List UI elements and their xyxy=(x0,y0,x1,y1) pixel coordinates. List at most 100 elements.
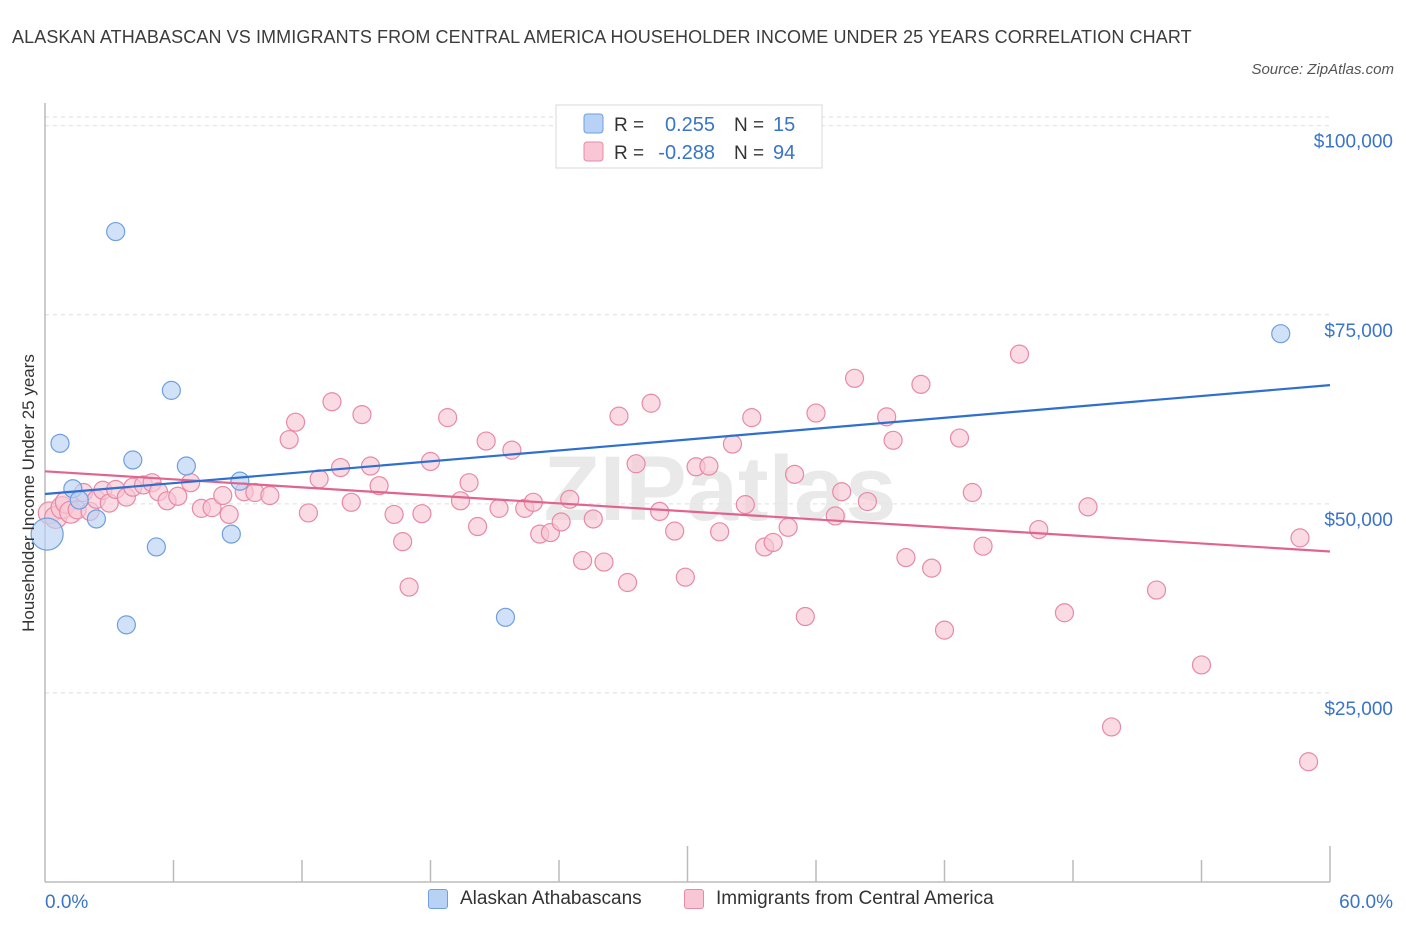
chart-title: ALASKAN ATHABASCAN VS IMMIGRANTS FROM CE… xyxy=(12,27,1192,47)
data-point xyxy=(476,431,496,451)
data-point xyxy=(1191,655,1212,675)
data-point xyxy=(857,491,878,512)
data-point xyxy=(650,501,670,522)
x-tick-labels: 0.0% 60.0% xyxy=(45,892,1393,913)
data-point xyxy=(1029,519,1049,540)
data-point xyxy=(1146,580,1167,600)
data-point xyxy=(735,495,755,515)
data-point xyxy=(30,517,64,551)
data-point xyxy=(1101,717,1122,737)
data-point xyxy=(298,503,319,523)
data-point xyxy=(1009,344,1030,364)
legend-swatch-blue xyxy=(428,889,448,909)
legend-item-alaskan-athabascans: Alaskan Athabascans xyxy=(428,888,642,910)
data-point xyxy=(495,607,516,627)
data-point xyxy=(572,550,593,571)
data-point xyxy=(213,485,233,506)
y-tick-label: $75,000 xyxy=(1324,321,1393,342)
data-point xyxy=(949,428,970,448)
data-point xyxy=(450,491,471,511)
data-point xyxy=(69,490,89,510)
data-point xyxy=(341,492,361,512)
trend-line-alaskan-athabascans xyxy=(44,384,1331,496)
data-point xyxy=(1290,528,1310,548)
data-point xyxy=(438,408,458,428)
data-point xyxy=(322,392,342,412)
data-point xyxy=(468,516,488,537)
data-point xyxy=(763,532,783,553)
data-point xyxy=(675,567,695,587)
data-point xyxy=(795,606,815,627)
data-point xyxy=(883,430,903,450)
data-point xyxy=(168,486,188,506)
trend-line-immigrants-central-america xyxy=(44,470,1331,553)
data-point xyxy=(502,440,522,460)
x-tick-label-min: 0.0% xyxy=(45,892,88,913)
source-label: Source: ZipAtlas.com xyxy=(1251,61,1394,78)
data-point xyxy=(1054,603,1075,623)
data-point xyxy=(641,393,661,413)
legend-swatch xyxy=(583,141,604,162)
data-point xyxy=(551,512,571,532)
data-point xyxy=(626,454,646,474)
data-point xyxy=(609,406,629,426)
data-point xyxy=(896,547,916,568)
gridlines xyxy=(45,116,1330,694)
data-point xyxy=(710,522,730,542)
data-point xyxy=(384,504,404,525)
y-tick-label: $100,000 xyxy=(1314,132,1393,153)
data-point xyxy=(146,537,166,557)
series-alaskan-athabascans xyxy=(30,221,1291,635)
legend-label-alaskan-athabascans: Alaskan Athabascans xyxy=(460,888,642,909)
data-point xyxy=(844,368,865,388)
data-point xyxy=(279,429,299,450)
data-point xyxy=(1298,752,1319,772)
data-point xyxy=(778,517,798,537)
bottom-legend: Alaskan Athabascans Immigrants from Cent… xyxy=(0,888,1406,918)
data-point xyxy=(176,456,196,476)
legend-r-value: 0.255 xyxy=(665,114,715,136)
data-point xyxy=(219,504,239,525)
data-point xyxy=(583,509,603,529)
legend-label-immigrants-central-america: Immigrants from Central America xyxy=(716,888,994,909)
data-point xyxy=(934,620,955,640)
y-tick-labels: $25,000 $50,000 $75,000 $100,000 xyxy=(1314,132,1393,720)
data-point xyxy=(784,464,805,484)
y-tick-label: $25,000 xyxy=(1324,699,1393,720)
data-point xyxy=(309,469,329,489)
data-point xyxy=(560,489,580,509)
data-point xyxy=(489,498,509,518)
data-point xyxy=(123,450,143,470)
legend-swatch-pink xyxy=(684,889,704,909)
axes xyxy=(44,103,1331,883)
series-immigrants-central-america xyxy=(37,344,1319,772)
data-point xyxy=(911,374,931,394)
legend-swatch xyxy=(583,113,604,134)
data-point xyxy=(106,221,126,242)
data-point xyxy=(50,433,70,453)
data-point xyxy=(962,482,982,503)
data-point xyxy=(699,456,719,476)
y-tick-label: $50,000 xyxy=(1324,510,1393,531)
data-point xyxy=(1078,497,1098,517)
data-point xyxy=(221,524,241,544)
y-axis-label: Householder Income Under 25 years xyxy=(19,354,38,632)
data-point xyxy=(722,434,743,454)
data-point xyxy=(393,532,413,552)
trend-lines xyxy=(44,384,1331,553)
data-point xyxy=(116,615,136,635)
data-point xyxy=(230,471,250,491)
data-point xyxy=(260,485,280,506)
legend-n-label: N = xyxy=(734,143,764,164)
x-tick-label-max: 60.0% xyxy=(1339,892,1393,913)
correlation-legend: R = 0.255 N = 15 R = -0.288 N = 94 xyxy=(555,104,823,169)
data-point xyxy=(86,509,107,529)
data-point xyxy=(806,403,826,423)
legend-r-label: R = xyxy=(614,143,644,164)
data-point xyxy=(202,498,222,518)
legend-r-value: -0.288 xyxy=(658,142,715,164)
data-point xyxy=(617,572,638,593)
data-point xyxy=(594,552,614,572)
legend-r-label: R = xyxy=(614,115,644,136)
